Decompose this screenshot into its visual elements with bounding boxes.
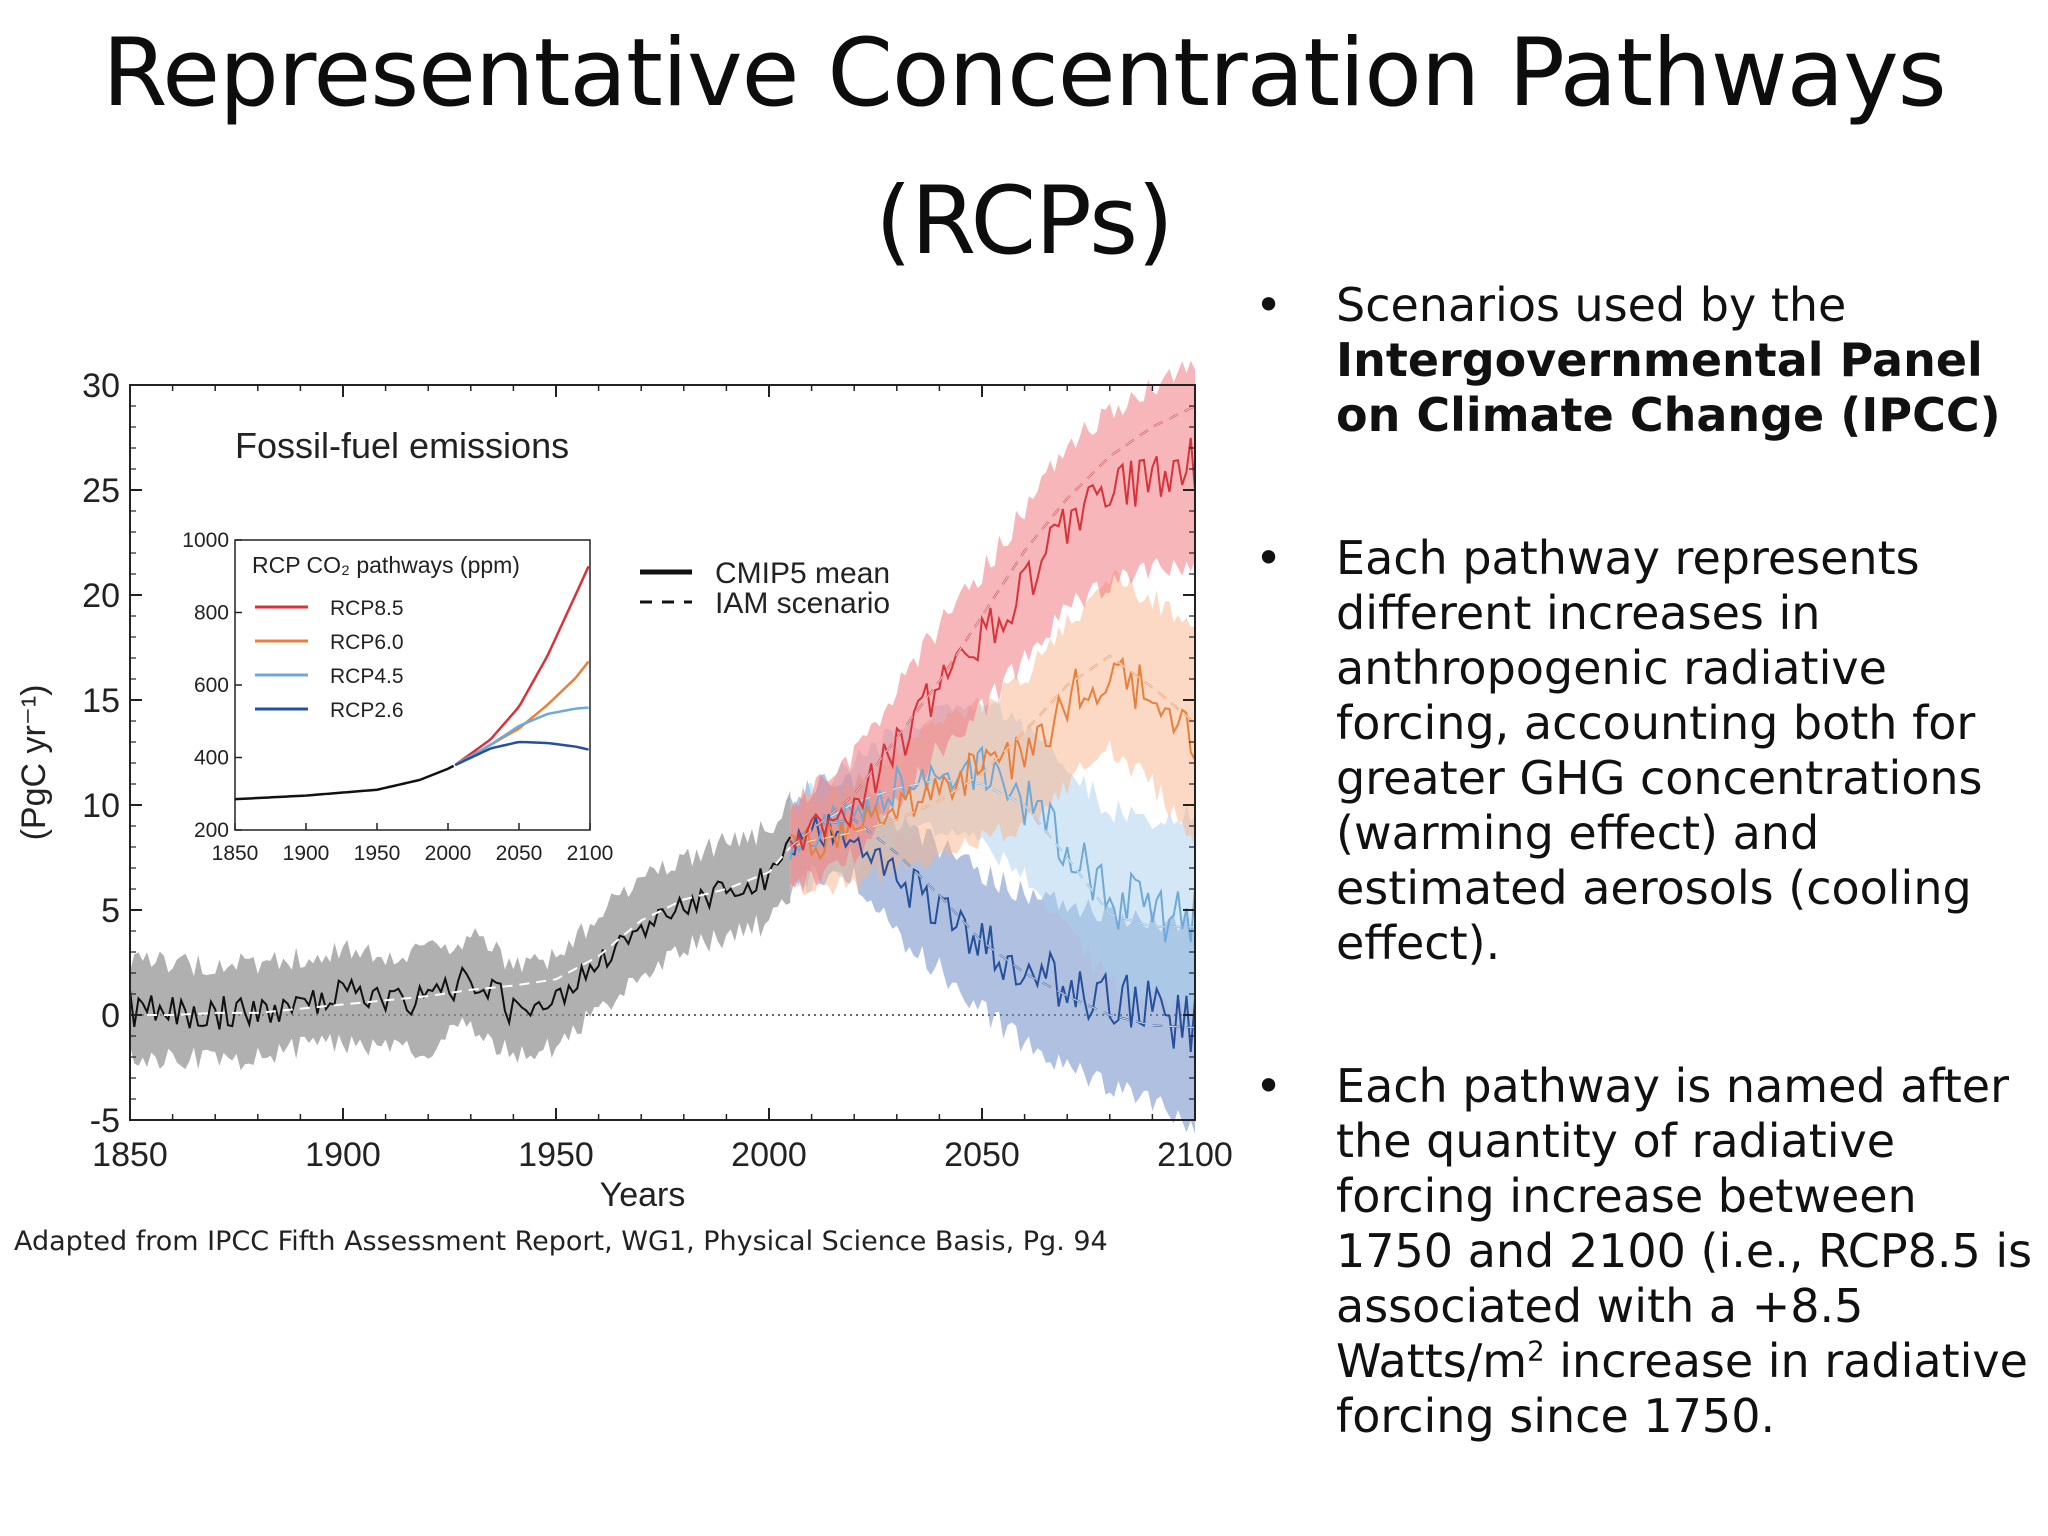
bullet-1-prefix: Scenarios used by the — [1336, 278, 1847, 332]
inset-title: RCP CO₂ pathways (ppm) — [252, 552, 520, 578]
y-tick-label: 5 — [101, 892, 120, 930]
inset-x-tick-label: 1900 — [283, 842, 330, 865]
fossil-fuel-emissions-chart: 1850 1900 1950 2000 2050 2100 -5 0 5 10 15 20 25 30 Ye… — [15, 360, 1233, 1214]
inset-rcp45-line — [454, 706, 589, 767]
bullet-glyph: • — [1255, 278, 1283, 332]
main-plot-area: 1850 1900 1950 2000 2050 2100 -5 0 5 10 15 20 25 30 Ye… — [15, 360, 1233, 1214]
y-tick-label: 10 — [82, 787, 120, 825]
bullet-3-text: Each pathway is named after the quantity… — [1336, 1059, 2033, 1388]
inset-legend-label-rcp60: RCP6.0 — [330, 631, 404, 654]
y-axis-label: (PgC yr⁻¹) — [15, 685, 53, 841]
slide-title: Representative Concentration Pathways (R… — [0, 0, 2048, 296]
bullet-1-bold: Intergovernmental Panel on Climate Chang… — [1336, 333, 2001, 442]
rcp60-cmip5-mean-line — [789, 656, 1196, 861]
inset-legend-label-rcp26: RCP2.6 — [330, 699, 404, 722]
figure-caption: Adapted from IPCC Fifth Assessment Repor… — [14, 1226, 1108, 1257]
inset-y-tick-label: 800 — [194, 602, 229, 625]
historical-cmip5-mean-line — [129, 836, 792, 1030]
inset-y-tick-label: 200 — [194, 819, 229, 842]
rcp85-iam-highlight — [789, 405, 1196, 848]
x-tick-label: 1850 — [92, 1136, 168, 1174]
y-tick-label: -5 — [90, 1102, 120, 1140]
inset-legend-label-rcp45: RCP4.5 — [330, 665, 404, 688]
inset-frame — [234, 539, 591, 831]
slide-title-line-1: Representative Concentration Pathways — [102, 19, 1947, 128]
rcp85-cmip5-mean-line — [789, 437, 1196, 851]
y-tick-label: 15 — [82, 682, 120, 720]
bullet-glyph: • — [1255, 531, 1283, 585]
x-tick-label: 2100 — [1157, 1136, 1233, 1174]
bullet-glyph: • — [1255, 1059, 1283, 1113]
x-tick-label: 1900 — [305, 1136, 381, 1174]
slide-title-line-2: (RCPs) — [875, 167, 1174, 276]
inset-y-tick-label: 600 — [194, 674, 229, 697]
x-tick-label: 1950 — [518, 1136, 594, 1174]
inset-rcp26-line — [454, 740, 589, 767]
inset-y-tick-label: 400 — [194, 747, 229, 770]
inset-x-tick-label: 2000 — [425, 842, 472, 865]
bullet-list: • Scenarios used by the Intergovernmenta… — [1255, 278, 2045, 1444]
rcp26-cmip5-mean-line — [789, 813, 1196, 1053]
historical-iam-scenario-line — [130, 846, 792, 1016]
rcp60-iam-highlight — [790, 655, 1196, 848]
inset-historical-line — [234, 764, 455, 801]
x-tick-label: 2050 — [944, 1136, 1020, 1174]
bullet-item-forcing: • Each pathway represents different incr… — [1255, 531, 2045, 971]
inset-plot-area: 1850 1900 1950 2000 2050 2100 200 400 600 800 1000… — [182, 529, 613, 865]
y-tick-label: 30 — [82, 367, 120, 405]
legend-cmip5-mean: CMIP5 mean — [715, 557, 890, 590]
bullet-3-text-end: increase in radiative forcing since 1750… — [1336, 1334, 2028, 1443]
legend-iam-scenario: IAM scenario — [715, 587, 890, 620]
x-axis-label: Years — [600, 1176, 686, 1214]
plot-frame — [129, 384, 1196, 1121]
inset-legend-label-rcp85: RCP8.5 — [330, 597, 404, 620]
y-tick-label: 0 — [101, 997, 120, 1035]
inset-x-tick-label: 1950 — [354, 842, 401, 865]
inset-y-tick-label: 1000 — [182, 529, 229, 552]
bullet-2-text: Each pathway represents different increa… — [1336, 531, 1983, 970]
y-tick-label: 20 — [82, 577, 120, 615]
bullet-item-naming: • Each pathway is named after the quanti… — [1255, 1059, 2045, 1444]
rcp45-cmip5-mean-line — [789, 745, 1196, 943]
inset-x-tick-label: 2050 — [496, 842, 543, 865]
rcp60-uncertainty-band — [790, 569, 1195, 896]
bullet-3-sup: 2 — [1527, 1334, 1545, 1368]
chart-title: Fossil-fuel emissions — [235, 425, 569, 466]
inset-x-tick-label: 1850 — [212, 842, 259, 865]
bullet-item-ipcc: • Scenarios used by the Intergovernmenta… — [1255, 278, 2045, 443]
rcp26-iam-highlight — [789, 819, 1196, 1029]
x-tick-label: 2000 — [731, 1136, 807, 1174]
rcp45-iam-highlight — [789, 779, 1195, 928]
inset-x-tick-label: 2100 — [567, 842, 614, 865]
y-tick-label: 25 — [82, 472, 120, 510]
inset-rcp85-line — [454, 565, 590, 767]
